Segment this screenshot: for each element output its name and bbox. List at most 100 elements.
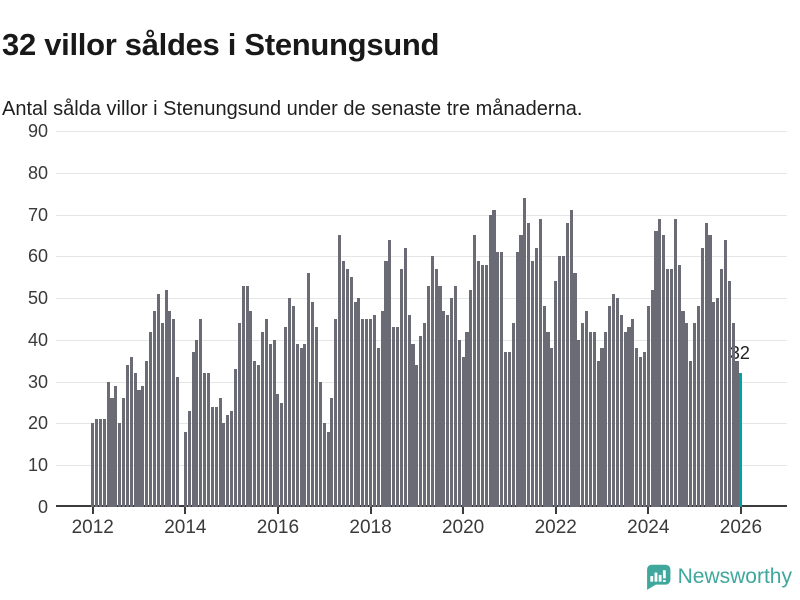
bar xyxy=(592,331,596,507)
x-tick-label: 2018 xyxy=(349,517,392,538)
bar xyxy=(245,285,249,507)
chart-subtitle: Antal sålda villor i Stenungsund under d… xyxy=(2,98,583,120)
bar xyxy=(311,302,315,507)
bar xyxy=(646,306,650,507)
gridline xyxy=(56,172,787,174)
newsworthy-logo-icon xyxy=(643,563,671,591)
bar xyxy=(210,406,214,507)
bar xyxy=(338,235,342,507)
bar xyxy=(407,314,411,507)
bar xyxy=(604,331,608,507)
bar xyxy=(534,247,538,507)
bar xyxy=(561,256,565,507)
bar xyxy=(284,327,288,507)
x-tick-label: 2022 xyxy=(534,517,577,538)
bar xyxy=(268,344,272,507)
bar xyxy=(542,306,546,507)
bar xyxy=(392,327,396,507)
bar xyxy=(183,431,187,507)
bar xyxy=(106,381,110,507)
bar xyxy=(461,356,465,507)
bar xyxy=(419,335,423,507)
bar xyxy=(411,344,415,507)
bar xyxy=(345,268,349,507)
bar xyxy=(700,247,704,507)
bar xyxy=(176,377,180,507)
x-tick-label: 2014 xyxy=(164,517,207,538)
bar xyxy=(91,423,95,507)
bar xyxy=(600,348,604,507)
bar xyxy=(650,289,654,507)
bar xyxy=(550,348,554,507)
bar xyxy=(704,222,708,507)
bar xyxy=(226,415,230,507)
y-tick-label: 70 xyxy=(27,204,48,225)
bar xyxy=(511,323,515,507)
bar xyxy=(114,385,118,507)
bar xyxy=(639,356,643,507)
bar xyxy=(145,360,149,507)
bar xyxy=(95,419,99,507)
bar xyxy=(318,381,322,507)
bar xyxy=(523,197,527,507)
bar xyxy=(635,348,639,507)
bar xyxy=(276,394,280,507)
bar xyxy=(658,218,662,507)
x-tick-label: 2024 xyxy=(627,517,670,538)
bar xyxy=(588,331,592,507)
bar xyxy=(415,364,419,507)
bar xyxy=(380,310,384,507)
bar xyxy=(168,310,172,507)
bar xyxy=(585,310,589,507)
bar xyxy=(272,339,276,507)
bar xyxy=(469,289,473,507)
bar xyxy=(307,273,311,507)
bar xyxy=(727,281,731,507)
bar xyxy=(137,390,141,507)
bar xyxy=(434,268,438,507)
bar xyxy=(654,231,658,507)
bar xyxy=(187,410,191,507)
bar xyxy=(538,218,542,507)
bar xyxy=(681,310,685,507)
bar xyxy=(712,302,716,507)
bar xyxy=(442,310,446,507)
bar xyxy=(642,352,646,507)
bar xyxy=(322,423,326,507)
bar xyxy=(141,385,145,507)
bar xyxy=(125,364,130,507)
bar xyxy=(477,260,481,507)
bar xyxy=(326,431,330,507)
bar xyxy=(372,314,376,507)
bar xyxy=(365,319,369,507)
bar xyxy=(164,289,168,507)
bar xyxy=(230,410,234,507)
x-tick-label: 2020 xyxy=(441,517,485,538)
bar xyxy=(195,339,199,507)
bar xyxy=(596,360,600,507)
bar xyxy=(156,293,160,507)
bar xyxy=(457,339,461,507)
x-axis-tick xyxy=(739,507,742,514)
bar xyxy=(376,348,380,507)
page-title: 32 villor såldes i Stenungsund xyxy=(2,26,440,62)
bar xyxy=(172,319,176,507)
y-tick-label: 10 xyxy=(27,455,48,476)
x-tick-label: 2026 xyxy=(719,517,763,538)
gridline xyxy=(56,131,787,132)
attribution-link[interactable]: Newsworthy xyxy=(643,563,792,591)
bar xyxy=(260,331,265,507)
bar xyxy=(673,218,677,507)
bar xyxy=(515,252,519,507)
bar xyxy=(206,373,211,507)
y-tick-label: 20 xyxy=(27,413,48,434)
bar xyxy=(191,352,195,507)
bar xyxy=(264,319,268,507)
bar xyxy=(558,256,562,507)
bar xyxy=(631,319,635,507)
bar xyxy=(361,319,365,507)
bar xyxy=(199,319,203,507)
x-axis-tick xyxy=(554,507,557,514)
bar xyxy=(203,373,207,507)
x-axis-tick xyxy=(91,507,94,514)
